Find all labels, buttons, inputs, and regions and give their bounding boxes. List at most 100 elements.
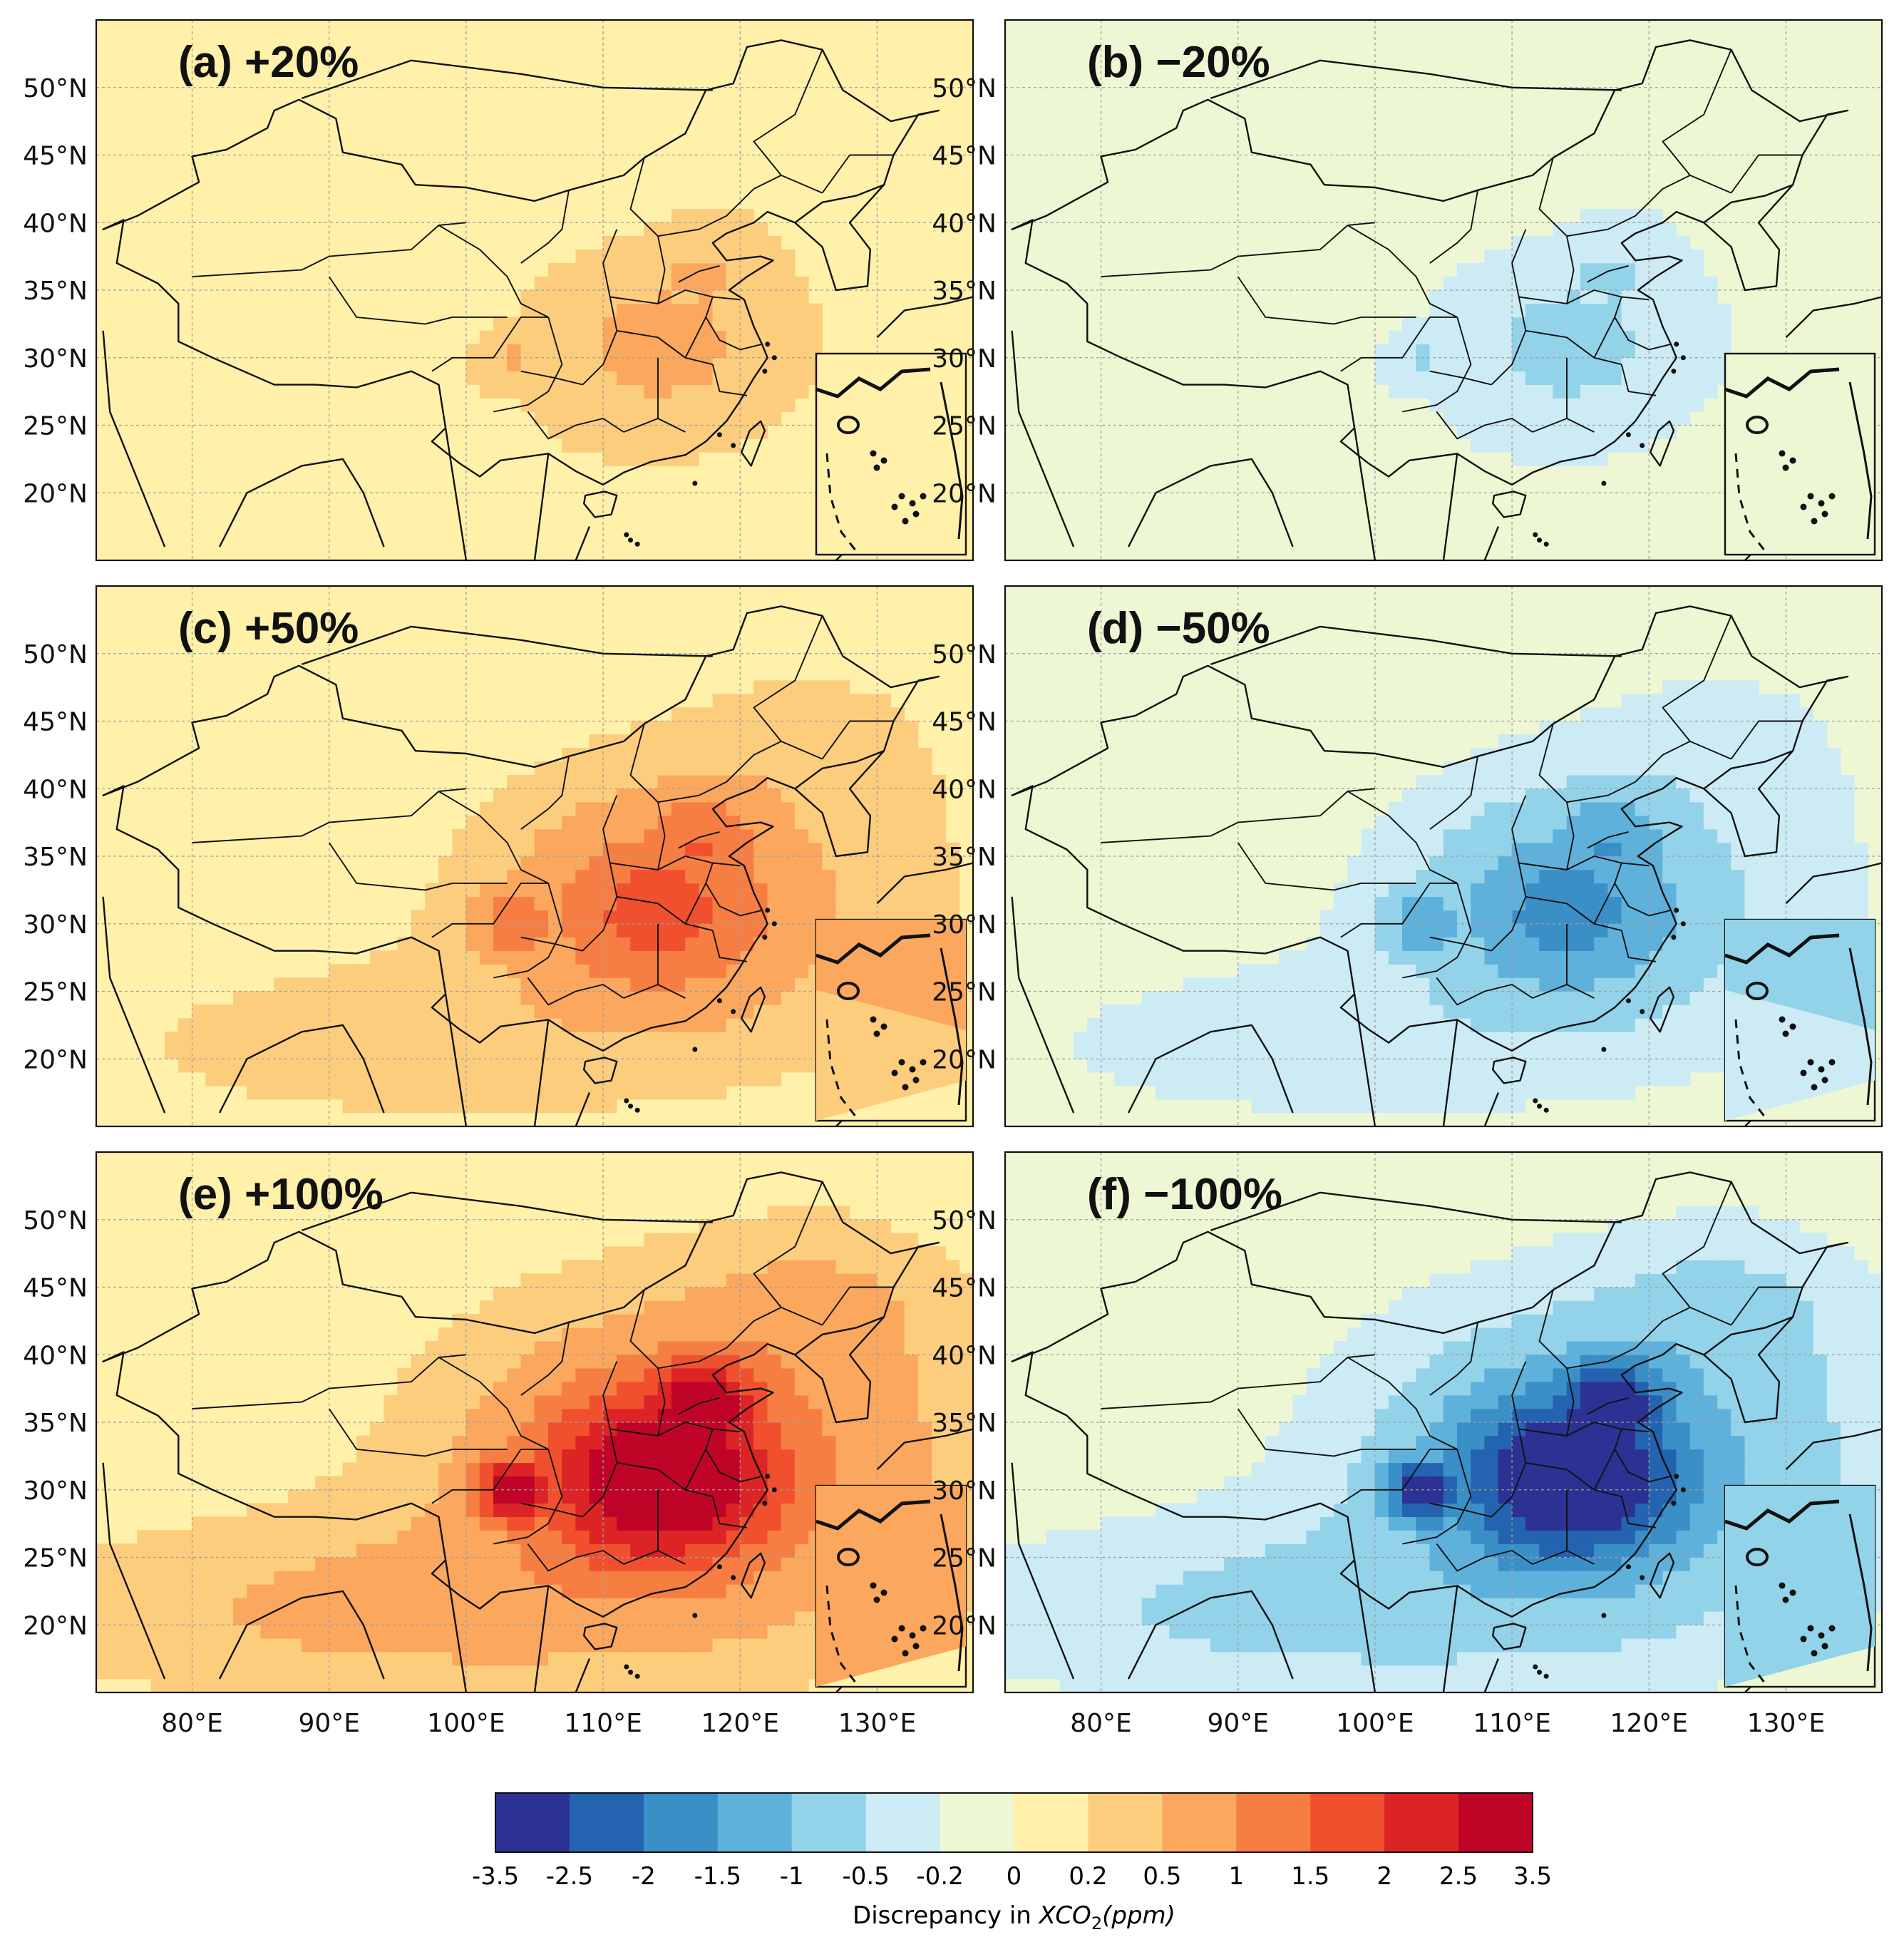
grid-cell (1429, 1005, 1444, 1019)
grid-cell (617, 1543, 631, 1558)
grid-cell (917, 1273, 932, 1288)
grid-cell (877, 694, 891, 708)
grid-cell (1511, 1018, 1526, 1032)
grid-cell (1456, 411, 1471, 426)
grid-cell (507, 1394, 522, 1409)
grid-cell (384, 1072, 398, 1086)
grid-cell (493, 1354, 508, 1369)
grid-cell (1471, 869, 1485, 884)
grid-cell (1566, 1032, 1581, 1046)
grid-cell (794, 896, 809, 911)
grid-cell (685, 815, 699, 830)
grid-cell (1648, 317, 1663, 332)
grid-cell (739, 828, 754, 843)
grid-cell (932, 1435, 946, 1450)
grid-cell (315, 1005, 330, 1019)
grid-cell (493, 1085, 508, 1100)
grid-cell (356, 1072, 371, 1086)
grid-cell (438, 1489, 453, 1504)
grid-cell (753, 1651, 768, 1666)
grid-cell (1141, 1005, 1156, 1019)
grid-cell (602, 883, 617, 898)
grid-cell (1621, 438, 1636, 453)
grid-cell (493, 1005, 508, 1019)
grid-cell (301, 1085, 316, 1100)
grid-cell (835, 869, 850, 884)
grid-cell (192, 1032, 207, 1046)
grid-cell (493, 869, 508, 884)
grid-cell (452, 1341, 467, 1355)
grid-cell (685, 1314, 699, 1328)
grid-cell (699, 977, 714, 992)
grid-cell (1361, 883, 1376, 898)
grid-cell (1621, 910, 1636, 925)
grid-cell (1456, 842, 1471, 857)
grid-cell (630, 411, 645, 426)
grid-cell (493, 842, 508, 857)
grid-cell (1676, 344, 1691, 359)
grid-cell (479, 1530, 494, 1544)
grid-cell (589, 1032, 604, 1046)
grid-cell (274, 1557, 289, 1571)
grid-cell (685, 1611, 699, 1625)
grid-cell (178, 1638, 192, 1653)
grid-cell (424, 1435, 439, 1450)
grid-cell (397, 1058, 412, 1073)
grid-cell (657, 923, 672, 937)
grid-cell (1553, 842, 1568, 857)
grid-cell (1594, 452, 1608, 466)
grid-cell (178, 1584, 192, 1598)
inset-island-dot (920, 1059, 927, 1066)
grid-cell (411, 1598, 426, 1612)
province-border (1402, 317, 1472, 413)
grid-cell (1854, 869, 1869, 884)
grid-cell (1813, 734, 1828, 749)
grid-cell (424, 1367, 439, 1382)
lat-tick-label: 30°N (932, 344, 997, 374)
grid-cell (617, 317, 631, 332)
grid-cell (1594, 991, 1608, 1005)
grid-cell (1183, 1045, 1198, 1059)
grid-cell (890, 883, 905, 898)
grid-cell (1703, 801, 1718, 816)
grid-cell (1374, 923, 1389, 937)
grid-cell (617, 1422, 631, 1437)
grid-cell (917, 1408, 932, 1423)
grid-cell (657, 734, 672, 749)
grid-cell (1648, 842, 1663, 857)
grid-cell (1443, 330, 1458, 345)
grid-cell (507, 883, 522, 898)
grid-cell (1525, 896, 1540, 911)
grid-cell (1676, 1005, 1691, 1019)
grid-cell (1703, 289, 1718, 304)
grid-cell (863, 856, 878, 870)
grid-cell (547, 1367, 562, 1382)
grid-cell (753, 384, 768, 399)
grid-cell (301, 1611, 316, 1625)
grid-cell (534, 1085, 549, 1100)
grid-cell (945, 1367, 960, 1382)
grid-cell (424, 1032, 439, 1046)
grid-cell (904, 1287, 919, 1301)
grid-cell (835, 1449, 850, 1464)
grid-cell (1402, 1099, 1416, 1114)
grid-cell (1374, 344, 1389, 359)
grid-cell (781, 384, 796, 399)
grid-cell (370, 1005, 384, 1019)
grid-cell (712, 748, 727, 762)
grid-cell (877, 1367, 891, 1382)
grid-cell (287, 1584, 302, 1598)
grid-cell (452, 1435, 467, 1450)
grid-cell (465, 357, 480, 371)
grid-cell (877, 1381, 891, 1396)
grid-cell (534, 1543, 549, 1558)
grid-cell (1183, 1005, 1198, 1019)
grid-cell (1621, 222, 1636, 237)
grid-cell (685, 775, 699, 789)
grid-cell (617, 1018, 631, 1032)
grid-cell (287, 1072, 302, 1086)
grid-cell (493, 1032, 508, 1046)
grid-cell (1689, 910, 1704, 925)
grid-cell (547, 1422, 562, 1437)
grid-cell (1703, 1018, 1718, 1032)
